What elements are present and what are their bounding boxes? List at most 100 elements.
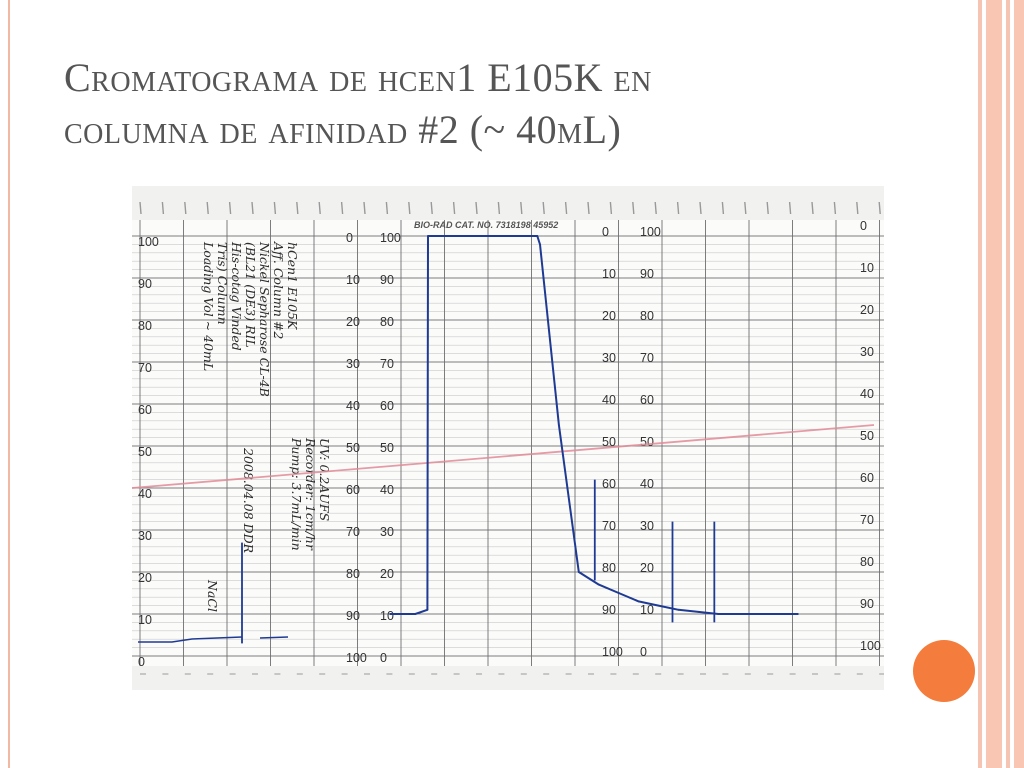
y-tick-label-percent: 90 bbox=[138, 277, 152, 291]
y-tick-label-inverse: 70 bbox=[346, 525, 360, 539]
y-tick-label-inverse: 20 bbox=[602, 309, 616, 323]
paper-header-text: BIO-RAD CAT. NO. 7318198 45952 bbox=[414, 220, 558, 230]
perforation-tick bbox=[520, 201, 523, 215]
y-tick-label-inverse: 60 bbox=[346, 483, 360, 497]
y-tick-label-inverse: 0 bbox=[860, 219, 867, 233]
data-point bbox=[539, 243, 541, 246]
y-tick-label-inverse: 30 bbox=[860, 345, 874, 359]
y-tick-label-inverse: 100 bbox=[602, 645, 623, 659]
y-tick-label-percent: 60 bbox=[380, 399, 394, 413]
data-point bbox=[426, 608, 429, 611]
y-tick-label-percent: 10 bbox=[138, 613, 152, 627]
y-tick-label-inverse: 60 bbox=[602, 477, 616, 491]
perforation-tick bbox=[699, 201, 702, 215]
perforation-tick bbox=[564, 201, 568, 215]
handwritten-note: UV: 0.2AUFS bbox=[317, 438, 332, 521]
baseline-trace bbox=[138, 636, 243, 643]
chart-paper bbox=[132, 186, 884, 690]
data-point bbox=[597, 583, 600, 586]
paper-top-strip bbox=[132, 186, 884, 220]
perforation-tick bbox=[744, 201, 747, 215]
y-tick-label-inverse: 80 bbox=[346, 567, 360, 581]
handwritten-note: Nickel Sepharose CL-4B bbox=[257, 241, 272, 397]
data-point bbox=[536, 235, 539, 237]
y-tick-label-percent: 40 bbox=[380, 483, 394, 497]
perforation-tick bbox=[788, 201, 792, 215]
data-point bbox=[797, 613, 799, 615]
perforation-tick bbox=[206, 201, 209, 215]
data-point bbox=[657, 604, 660, 607]
data-point bbox=[577, 571, 580, 573]
perforation-tick bbox=[587, 201, 590, 215]
left-decor-line bbox=[8, 0, 10, 768]
data-point bbox=[757, 613, 760, 615]
y-tick-label-percent: 0 bbox=[380, 651, 387, 665]
data-point bbox=[697, 611, 700, 613]
y-tick-label-percent: 20 bbox=[138, 571, 152, 585]
handwritten-note: Aff. Column #2 bbox=[271, 241, 286, 339]
y-tick-label-percent: 70 bbox=[640, 351, 654, 365]
y-tick-label-percent: 20 bbox=[380, 567, 394, 581]
slide-title: Cromatograma de hcen1 E105K en columna d… bbox=[64, 52, 944, 156]
y-tick-label-inverse: 20 bbox=[860, 303, 874, 317]
y-tick-label-percent: 100 bbox=[138, 235, 159, 249]
perforation-tick bbox=[251, 201, 254, 215]
right-decor-band bbox=[986, 0, 1002, 768]
perforation-tick bbox=[542, 201, 545, 215]
chromatogram-svg: BIO-RAD CAT. NO. 7318198 459521009080706… bbox=[132, 186, 884, 690]
data-point bbox=[617, 592, 620, 594]
handwritten-note: (BL21 (DE3) RIL bbox=[243, 242, 258, 348]
y-tick-label-percent: 60 bbox=[640, 393, 654, 407]
data-point bbox=[558, 424, 560, 426]
y-tick-label-inverse: 80 bbox=[860, 555, 874, 569]
paper-bottom-strip bbox=[132, 666, 884, 690]
y-tick-label-inverse: 50 bbox=[346, 441, 360, 455]
y-tick-label-percent: 50 bbox=[640, 435, 654, 449]
data-point bbox=[481, 235, 484, 237]
perforation-tick bbox=[833, 201, 837, 215]
y-tick-label-percent: 0 bbox=[640, 645, 647, 659]
perforation-tick bbox=[609, 201, 613, 215]
y-tick-label-percent: 80 bbox=[640, 309, 654, 323]
y-tick-label-inverse: 40 bbox=[860, 387, 874, 401]
handwritten-note: Recorder: 1cm/hr bbox=[303, 437, 318, 551]
perforation-tick bbox=[340, 201, 344, 215]
handwritten-note: hCen1 E105K bbox=[285, 242, 300, 330]
y-tick-label-percent: 30 bbox=[380, 525, 394, 539]
baseline-trace bbox=[259, 636, 289, 639]
y-tick-label-percent: 40 bbox=[138, 487, 152, 501]
slide-title-line-1: Cromatograma de hcen1 E105K en bbox=[64, 55, 652, 100]
data-point bbox=[429, 235, 432, 237]
data-point bbox=[395, 613, 398, 615]
y-tick-label-percent: 20 bbox=[640, 561, 654, 575]
y-tick-label-inverse: 30 bbox=[602, 351, 616, 365]
y-tick-label-inverse: 50 bbox=[860, 429, 874, 443]
data-point bbox=[777, 613, 779, 615]
data-point bbox=[637, 600, 640, 603]
data-point bbox=[677, 608, 680, 611]
data-point bbox=[427, 235, 429, 237]
data-point bbox=[454, 235, 457, 237]
y-tick-label-inverse: 10 bbox=[602, 267, 616, 281]
handwritten-note: Pump: 3.7mL/min bbox=[289, 437, 304, 551]
perforation-tick bbox=[811, 201, 814, 215]
y-tick-label-inverse: 40 bbox=[346, 399, 360, 413]
perforation-tick bbox=[452, 201, 456, 215]
perforation-tick bbox=[676, 201, 680, 215]
y-tick-label-inverse: 10 bbox=[346, 273, 360, 287]
y-tick-label-inverse: 0 bbox=[346, 231, 353, 245]
perforation-tick bbox=[228, 201, 232, 215]
right-decor-band bbox=[978, 0, 982, 768]
handwritten-note: Tris) Column bbox=[215, 242, 230, 325]
slide-title-line-2: columna de afinidad #2 (~ 40mL) bbox=[64, 107, 622, 152]
perforation-tick bbox=[878, 201, 881, 215]
accent-circle bbox=[913, 640, 975, 702]
y-tick-label-inverse: 70 bbox=[860, 513, 874, 527]
perforation-tick bbox=[161, 201, 165, 215]
y-tick-label-percent: 80 bbox=[380, 315, 394, 329]
y-tick-label-percent: 100 bbox=[380, 231, 401, 245]
y-tick-label-inverse: 20 bbox=[346, 315, 360, 329]
perforation-tick bbox=[385, 201, 389, 215]
y-tick-label-percent: 90 bbox=[380, 273, 394, 287]
